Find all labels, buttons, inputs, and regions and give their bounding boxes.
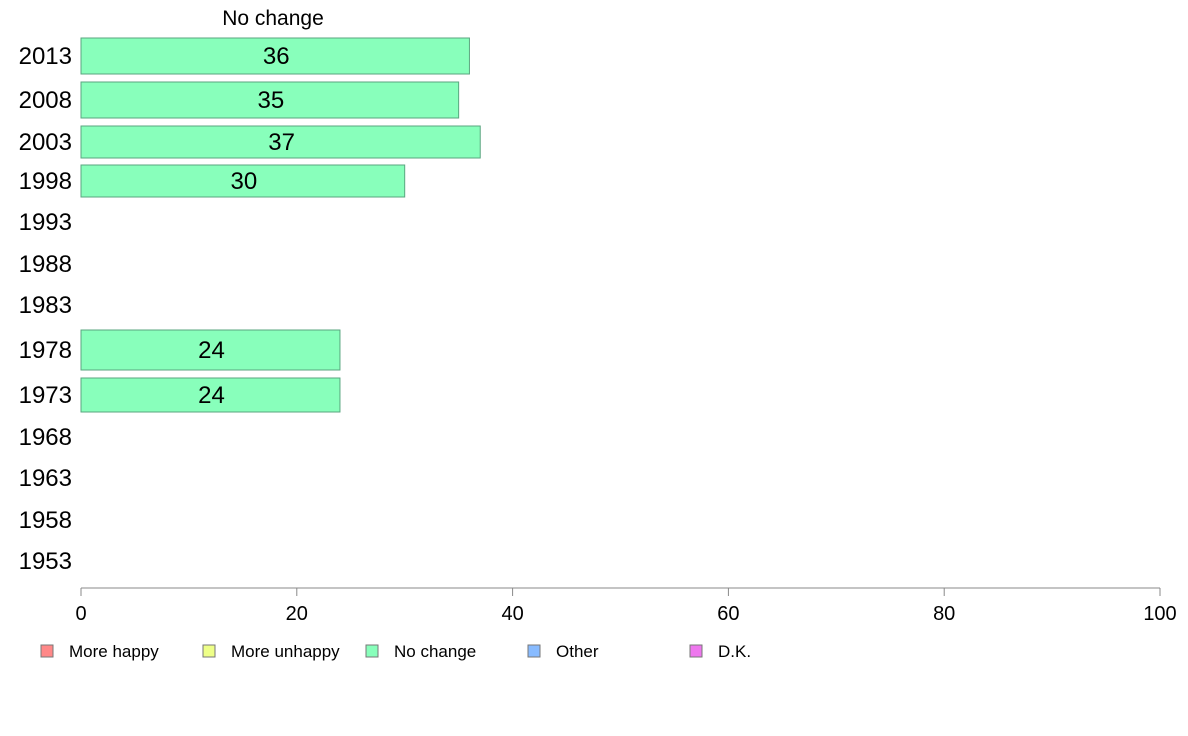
category-label-1968: 1968 — [19, 424, 72, 451]
x-tick-label-40: 40 — [501, 603, 523, 625]
category-label-2003: 2003 — [19, 129, 72, 156]
bar-value-label-1998: 30 — [230, 168, 257, 195]
legend-swatch — [527, 644, 541, 658]
legend-label: No change — [394, 642, 476, 661]
legend: More happy More unhappy No change Other D.K. — [40, 642, 751, 661]
legend-item-d-k: D.K. — [689, 642, 751, 661]
bar-value-label-2003: 37 — [268, 129, 295, 156]
bar-1998 — [80, 164, 406, 198]
x-tick-label-100: 100 — [1143, 603, 1176, 625]
category-label-1978: 1978 — [19, 337, 72, 364]
bar-1978 — [80, 329, 341, 371]
legend-label: More unhappy — [231, 642, 340, 661]
bar-value-label-1973: 24 — [198, 382, 225, 409]
bar-2008 — [80, 81, 460, 119]
legend-item-other: Other — [527, 642, 599, 661]
legend-swatch — [365, 644, 379, 658]
legend-item-no-change: No change — [365, 642, 476, 661]
category-label-1983: 1983 — [19, 292, 72, 319]
category-labels: 2013 2008 2003 1998 1993 1988 1983 1978 1973 1968… — [19, 43, 72, 575]
bar-value-label-1978: 24 — [198, 337, 225, 364]
category-label-1958: 1958 — [19, 507, 72, 534]
legend-swatch — [202, 644, 216, 658]
bar-value-label-2013: 36 — [263, 43, 290, 70]
category-label-1993: 1993 — [19, 209, 72, 236]
x-tick-label-20: 20 — [286, 603, 308, 625]
category-label-2013: 2013 — [19, 43, 72, 70]
category-label-1973: 1973 — [19, 382, 72, 409]
x-tick-label-80: 80 — [933, 603, 955, 625]
chart-title: No change — [222, 7, 324, 30]
category-label-1953: 1953 — [19, 548, 72, 575]
bar-1973 — [80, 377, 341, 413]
bar-value-label-2008: 35 — [257, 87, 284, 114]
category-label-1963: 1963 — [19, 465, 72, 492]
legend-label: D.K. — [718, 642, 751, 661]
bar-value-labels: 36 35 37 30 24 24 — [198, 43, 295, 409]
legend-label: Other — [556, 642, 599, 661]
legend-item-more-happy: More happy — [40, 642, 159, 661]
bars — [80, 37, 481, 413]
category-label-1988: 1988 — [19, 251, 72, 278]
x-axis: 0 20 40 60 80 100 — [75, 587, 1177, 625]
legend-swatch — [689, 644, 703, 658]
bar-2003 — [80, 125, 481, 159]
category-label-2008: 2008 — [19, 87, 72, 114]
bar-2013 — [80, 37, 470, 75]
legend-label: More happy — [69, 642, 159, 661]
legend-item-more-unhappy: More unhappy — [202, 642, 340, 661]
x-tick-label-0: 0 — [75, 603, 86, 625]
x-tick-label-60: 60 — [717, 603, 739, 625]
category-label-1998: 1998 — [19, 168, 72, 195]
legend-swatch — [40, 644, 54, 658]
